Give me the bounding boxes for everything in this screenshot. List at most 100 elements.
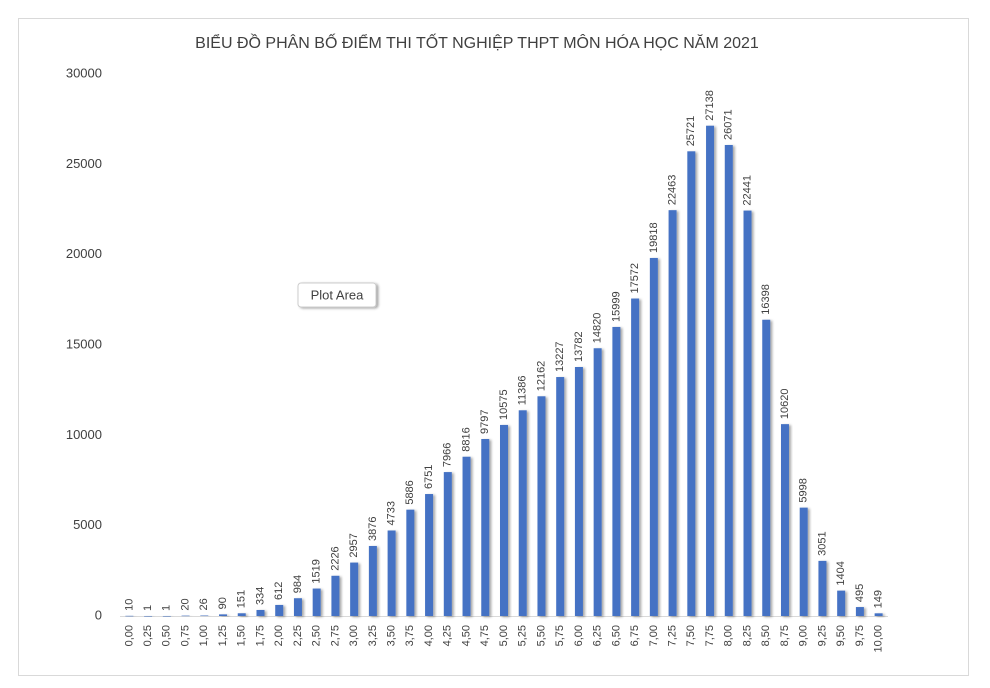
bar [799, 507, 808, 616]
x-tick-label: 6,25 [592, 625, 604, 646]
x-tick-label: 2,25 [292, 625, 304, 646]
bar [556, 377, 565, 616]
x-tick-label: 8,25 [741, 625, 753, 646]
bar [631, 298, 640, 616]
x-tick-label: 6,00 [573, 625, 585, 646]
value-label: 8816 [460, 427, 472, 451]
value-label: 149 [873, 590, 885, 608]
value-label: 2957 [348, 533, 360, 557]
bar [275, 604, 284, 616]
value-label: 25721 [685, 116, 697, 147]
x-tick-label: 1,00 [198, 625, 210, 646]
value-label: 1519 [311, 559, 323, 583]
bar [743, 210, 752, 617]
value-label: 3876 [367, 516, 379, 540]
x-tick-label: 3,75 [404, 625, 416, 646]
value-label: 495 [854, 584, 866, 602]
x-tick-label: 2,75 [329, 625, 341, 646]
x-tick-label: 3,50 [386, 625, 398, 646]
x-tick-label: 0,75 [179, 625, 191, 646]
bar [368, 545, 377, 616]
bar [687, 151, 696, 617]
bar [200, 615, 209, 617]
y-tick-label: 25000 [66, 156, 102, 171]
x-tick-label: 4,50 [460, 625, 472, 646]
bar [518, 410, 527, 616]
value-label: 1 [161, 605, 173, 611]
x-tick-label: 7,75 [704, 625, 716, 646]
value-label: 4733 [386, 501, 398, 525]
bar [181, 615, 190, 617]
bar [837, 590, 846, 616]
x-tick-label: 4,00 [423, 625, 435, 646]
bar [762, 319, 771, 616]
y-tick-label: 30000 [66, 65, 102, 80]
bar [443, 472, 452, 616]
y-tick-label: 10000 [66, 427, 102, 442]
value-label: 26071 [723, 109, 735, 140]
bar [125, 615, 134, 617]
x-tick-label: 8,50 [760, 625, 772, 646]
x-tick-label: 2,00 [273, 625, 285, 646]
x-tick-label: 7,00 [648, 625, 660, 646]
x-tick-label: 5,75 [554, 625, 566, 646]
value-label: 15999 [610, 291, 622, 322]
bar [668, 210, 677, 617]
x-tick-label: 10,00 [873, 625, 885, 653]
bar [406, 509, 415, 616]
x-tick-label: 4,75 [479, 625, 491, 646]
value-label: 27138 [704, 90, 716, 121]
x-tick-label: 4,25 [442, 625, 454, 646]
bar [706, 125, 715, 617]
x-tick-label: 6,50 [610, 625, 622, 646]
value-label: 22463 [666, 175, 678, 206]
value-label: 3051 [816, 531, 828, 555]
y-tick-label: 5000 [73, 517, 102, 532]
bar [387, 530, 396, 616]
value-label: 26 [198, 598, 210, 610]
value-label: 1404 [835, 561, 847, 585]
x-tick-label: 1,25 [217, 625, 229, 646]
bar [649, 257, 658, 616]
bar [612, 326, 621, 616]
value-label: 22441 [741, 175, 753, 206]
bar [481, 439, 490, 616]
value-label: 334 [254, 587, 266, 605]
chart-frame [18, 18, 969, 676]
x-tick-label: 1,50 [236, 625, 248, 646]
bar [219, 614, 228, 616]
x-tick-label: 8,00 [723, 625, 735, 646]
bar [293, 598, 302, 616]
bar [780, 424, 789, 616]
bar [593, 348, 602, 616]
x-tick-label: 9,75 [854, 625, 866, 646]
value-label: 5998 [798, 478, 810, 502]
bar [144, 615, 153, 617]
y-tick-label: 0 [95, 607, 102, 622]
x-tick-label: 8,75 [779, 625, 791, 646]
bar [312, 588, 321, 616]
chart-title: BIỂU ĐỒ PHÂN BỐ ĐIỂM THI TỐT NGHIỆP THPT… [195, 32, 759, 52]
value-label: 10575 [498, 389, 510, 420]
bar [237, 613, 246, 616]
value-label: 20 [179, 598, 191, 610]
value-label: 984 [292, 575, 304, 593]
bar [537, 396, 546, 616]
bar [350, 562, 359, 616]
value-label: 7966 [442, 443, 454, 467]
value-label: 14820 [592, 313, 604, 344]
x-tick-label: 5,50 [535, 625, 547, 646]
bar [331, 575, 340, 616]
value-label: 612 [273, 582, 285, 600]
value-label: 6751 [423, 465, 435, 489]
value-label: 16398 [760, 284, 772, 315]
value-label: 90 [217, 597, 229, 609]
x-tick-label: 3,25 [367, 625, 379, 646]
x-tick-label: 2,50 [311, 625, 323, 646]
y-tick-label: 20000 [66, 246, 102, 261]
tooltip-text: Plot Area [311, 287, 365, 302]
value-label: 10620 [779, 389, 791, 420]
bar [256, 609, 265, 616]
x-tick-label: 0,00 [123, 625, 135, 646]
